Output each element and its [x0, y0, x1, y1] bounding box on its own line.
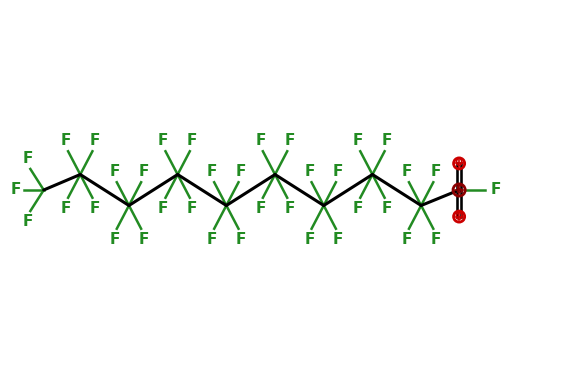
Text: F: F	[382, 201, 392, 216]
Text: F: F	[333, 232, 343, 247]
Text: F: F	[11, 182, 21, 198]
Text: F: F	[60, 133, 71, 148]
Text: F: F	[382, 133, 392, 148]
Text: F: F	[23, 150, 33, 166]
Text: F: F	[138, 232, 149, 247]
Text: F: F	[401, 164, 412, 179]
Text: F: F	[207, 164, 217, 179]
Text: F: F	[109, 164, 120, 179]
Text: F: F	[187, 133, 197, 148]
Text: F: F	[401, 232, 412, 247]
Text: F: F	[353, 201, 363, 216]
Text: F: F	[60, 201, 71, 216]
Text: F: F	[430, 232, 441, 247]
Text: F: F	[255, 133, 266, 148]
Text: F: F	[333, 164, 343, 179]
Text: F: F	[353, 133, 363, 148]
Text: F: F	[207, 232, 217, 247]
Text: O: O	[455, 158, 463, 168]
Text: F: F	[235, 164, 246, 179]
Text: S: S	[455, 185, 463, 195]
Text: F: F	[158, 201, 169, 216]
Text: F: F	[284, 201, 295, 216]
Text: F: F	[304, 164, 315, 179]
Text: F: F	[490, 182, 501, 198]
Text: F: F	[89, 201, 100, 216]
Text: F: F	[235, 232, 246, 247]
Text: F: F	[109, 232, 120, 247]
Text: F: F	[187, 201, 197, 216]
Text: F: F	[23, 214, 33, 230]
Text: F: F	[158, 133, 169, 148]
Text: F: F	[304, 232, 315, 247]
Text: F: F	[284, 133, 295, 148]
Text: O: O	[455, 212, 463, 222]
Text: F: F	[255, 201, 266, 216]
Text: F: F	[138, 164, 149, 179]
Text: F: F	[89, 133, 100, 148]
Text: F: F	[430, 164, 441, 179]
